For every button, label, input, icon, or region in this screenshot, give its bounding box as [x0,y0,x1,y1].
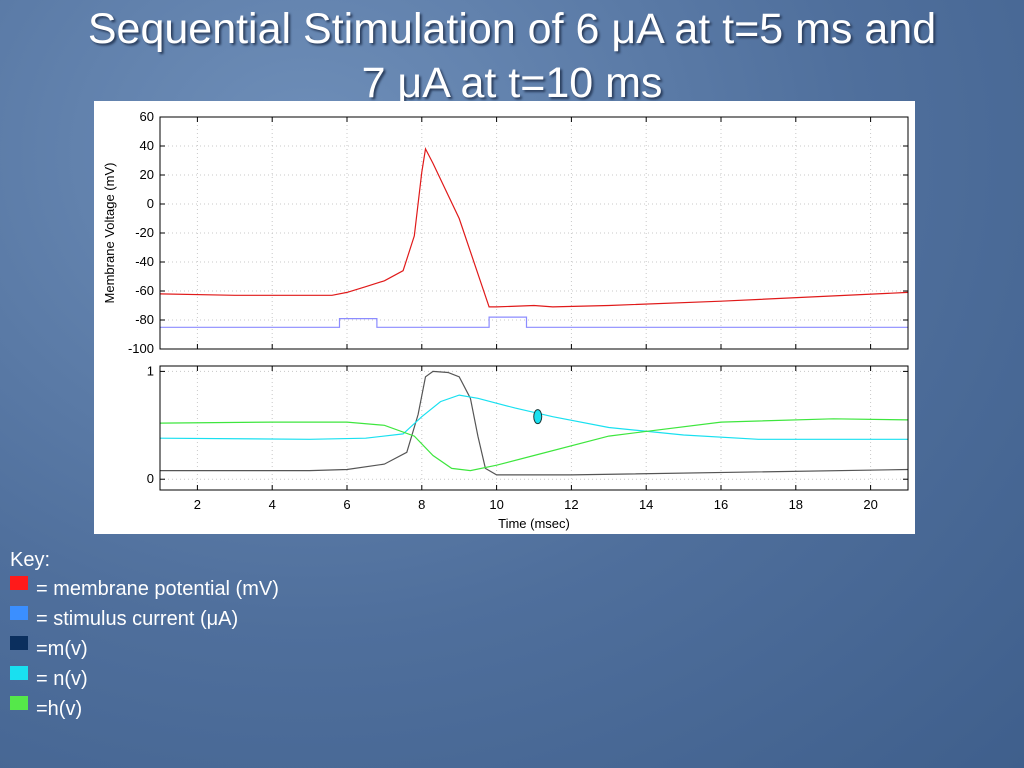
panel-2-xtick-label: 8 [418,497,425,512]
panel-2-x-axis-title: Time (msec) [498,516,570,531]
key-swatch-n [10,666,28,680]
panel-1-ytick-label: 60 [140,109,154,124]
key-item-stimulus-current: = stimulus current (μA) [10,604,279,634]
key-label-membrane-potential: = membrane potential (mV) [36,578,279,600]
panel-2-ytick-label: 1 [147,363,154,378]
key-label-m: =m(v) [36,638,88,660]
panel-2-plot-area [160,366,908,490]
panel-2-xtick-label: 14 [639,497,653,512]
panel-2-series-3-line [159,418,909,472]
panel-1-y-axis-title: Membrane Voltage (mV) [102,163,117,304]
panel-2-xtick-label: 12 [564,497,578,512]
key-item-h: =h(v) [10,694,279,724]
panel-2-xtick-label: 16 [714,497,728,512]
panel-2-xtick-label: 10 [489,497,503,512]
panel-2-xtick-label: 20 [863,497,877,512]
key-label-h: =h(v) [36,698,83,720]
key-label-stimulus-current: = stimulus current (μA) [36,608,239,630]
key-swatch-m [10,636,28,650]
panel-2-xtick-label: 2 [194,497,201,512]
key-swatch-membrane-potential [10,576,28,590]
key-legend: Key: = membrane potential (mV) = stimulu… [10,546,279,724]
panel-2-xtick-label: 4 [269,497,276,512]
panel-1-ytick-label: 0 [147,196,154,211]
panel-2-ytick-label: 0 [147,471,154,486]
panel-2-axes-frame [159,365,909,491]
panel-1-ytick-label: 40 [140,138,154,153]
figure-panel: 60 40 20 0 -20 -40 -60 -80 -100 Membrane Voltage … [94,101,915,534]
key-item-membrane-potential: = membrane potential (mV) [10,574,279,604]
slide-title: Sequential Stimulation of 6 μA at t=5 ms… [0,2,1024,110]
slide-title-line-1: Sequential Stimulation of 6 μA at t=5 ms… [87,5,937,53]
key-label-n: = n(v) [36,668,88,690]
panel-1-ytick-label: -100 [128,341,154,356]
panel-2-series-2-line [159,394,908,440]
key-item-n: = n(v) [10,664,279,694]
panel-1-ytick-label: -60 [135,283,154,298]
panel-1-ytick-label: -20 [135,225,154,240]
key-swatch-h [10,696,28,710]
panel-2-series-1-line [160,370,909,476]
panel-2-xtick-label: 6 [343,497,350,512]
panel-1-series-2-line [160,316,908,328]
key-item-m: =m(v) [10,634,279,664]
key-swatch-stimulus-current [10,606,28,620]
data-cursor-marker [533,409,543,425]
panel-2-xtick-label: 18 [789,497,803,512]
panel-1-ytick-label: 20 [140,167,154,182]
panel-1-series-1-line [159,147,909,308]
slide-title-line-2: 7 μA at t=10 ms [361,59,663,107]
panel-1-ytick-label: -40 [135,254,154,269]
panel-1-ytick-label: -80 [135,312,154,327]
key-heading: Key: [10,549,51,571]
